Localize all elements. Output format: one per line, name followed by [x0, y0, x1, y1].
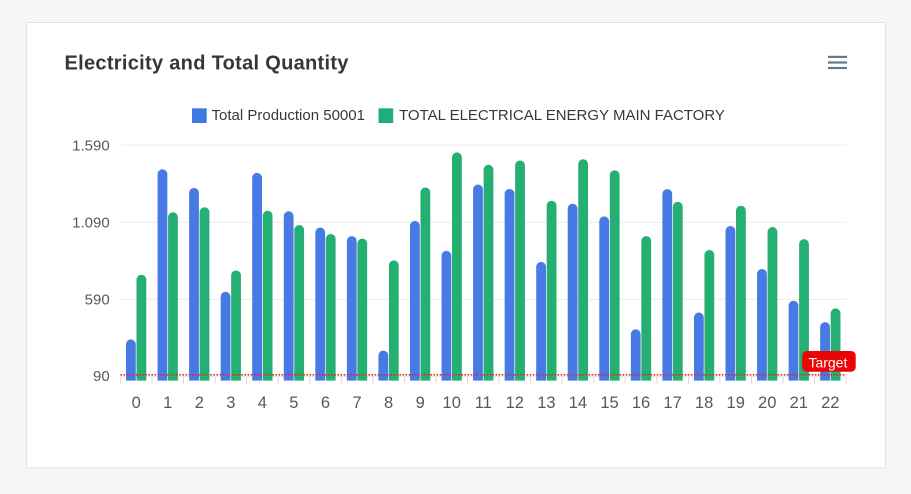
- svg-text:TOTAL ELECTRICAL ENERGY MAIN F: TOTAL ELECTRICAL ENERGY MAIN FACTORY: [399, 107, 725, 124]
- svg-text:9: 9: [416, 394, 425, 412]
- svg-text:1.090: 1.090: [72, 215, 110, 232]
- svg-text:15: 15: [600, 394, 618, 412]
- svg-text:Electricity and Total Quantity: Electricity and Total Quantity: [65, 52, 350, 74]
- svg-text:0: 0: [132, 394, 141, 412]
- svg-text:16: 16: [632, 394, 650, 412]
- svg-text:1: 1: [163, 394, 172, 412]
- svg-text:1.590: 1.590: [72, 137, 110, 154]
- svg-text:10: 10: [443, 394, 461, 412]
- svg-text:12: 12: [506, 394, 524, 412]
- svg-text:5: 5: [289, 394, 298, 412]
- svg-text:8: 8: [384, 394, 393, 412]
- svg-text:2: 2: [195, 394, 204, 412]
- svg-text:3: 3: [226, 394, 235, 412]
- svg-text:14: 14: [569, 394, 587, 412]
- svg-text:Target: Target: [808, 355, 847, 371]
- svg-text:90: 90: [93, 368, 110, 385]
- svg-text:590: 590: [85, 291, 110, 308]
- svg-text:Total Production 50001: Total Production 50001: [212, 107, 365, 124]
- svg-text:20: 20: [758, 394, 776, 412]
- svg-text:22: 22: [821, 394, 839, 412]
- svg-text:21: 21: [790, 394, 808, 412]
- svg-text:4: 4: [258, 394, 267, 412]
- svg-text:13: 13: [537, 394, 555, 412]
- svg-text:19: 19: [727, 394, 745, 412]
- svg-text:11: 11: [475, 394, 492, 412]
- svg-text:18: 18: [695, 394, 713, 412]
- svg-text:17: 17: [663, 394, 681, 412]
- svg-text:7: 7: [353, 394, 362, 412]
- svg-text:6: 6: [321, 394, 330, 412]
